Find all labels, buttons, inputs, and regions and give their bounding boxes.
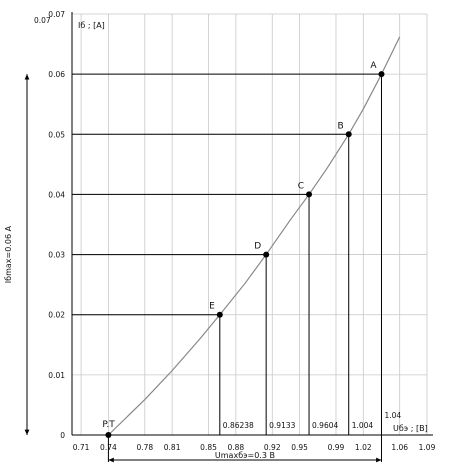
i-max-annotation: Iбmax=0.06 A [4,225,13,283]
value-label-c: 0.9604 [312,421,338,430]
y-tick-label: 0.06 [48,70,65,79]
points: A 1.04 B 1.004 C 0.9604 D 0.9133 E 0.86238 P.T [102,61,401,438]
curve-line [107,36,401,436]
point-e [216,311,223,318]
x-tick-label: 0.99 [328,443,345,452]
y-tick-label: 0.05 [48,130,65,139]
y-tick-label: 0.01 [48,371,65,380]
operating-point-label: P.T [102,420,115,430]
point-b [345,131,352,138]
x-tick-label: 0.78 [136,443,153,452]
series [107,36,401,436]
value-label-e: 0.86238 [223,421,254,430]
x-axis-label: Uбэ ; [B] [393,424,428,433]
tick-labels: 0.71 0.74 0.78 0.81 0.85 0.88 0.92 0.95 0.99 1.02… [48,10,435,452]
annotations: Iб ; [A] Uбэ ; [B] Iбmax=0.06 A Umaxбэ=0… [4,16,428,463]
y-axis-label: Iб ; [A] [78,21,105,30]
point-label-b: B [338,121,344,131]
x-tick-label: 1.09 [419,443,436,452]
x-tick-label: 0.92 [264,443,281,452]
point-label-a: A [370,61,377,71]
point-label-e: E [209,302,215,312]
y-tick-label: 0 [60,431,65,440]
point-d [263,251,270,258]
y-tick-label: 0.07 [48,10,65,19]
y-tick-top-extra: 0.07 [34,16,51,25]
value-label-a: 1.04 [384,411,401,420]
y-tick-label: 0.04 [48,190,65,199]
axes [71,12,433,436]
x-tick-label: 0.88 [227,443,244,452]
x-tick-label: 0.95 [291,443,308,452]
y-tick-label: 0.03 [48,251,65,260]
value-label-d: 0.9133 [269,421,295,430]
value-label-b: 1.004 [352,421,374,430]
point-label-d: D [254,242,261,252]
x-tick-label: 1.02 [355,443,372,452]
point-label-c: C [298,181,304,191]
x-tick-label: 0.71 [73,443,90,452]
point-a [378,71,385,78]
point-c [306,191,313,198]
y-tick-label: 0.02 [48,311,65,320]
guide-lines [72,73,382,435]
x-tick-label: 1.06 [391,443,408,452]
u-max-annotation: Umaxбэ=0.3 B [215,451,275,460]
grid [72,13,428,435]
x-tick-label: 0.85 [200,443,217,452]
x-tick-label: 0.81 [164,443,181,452]
